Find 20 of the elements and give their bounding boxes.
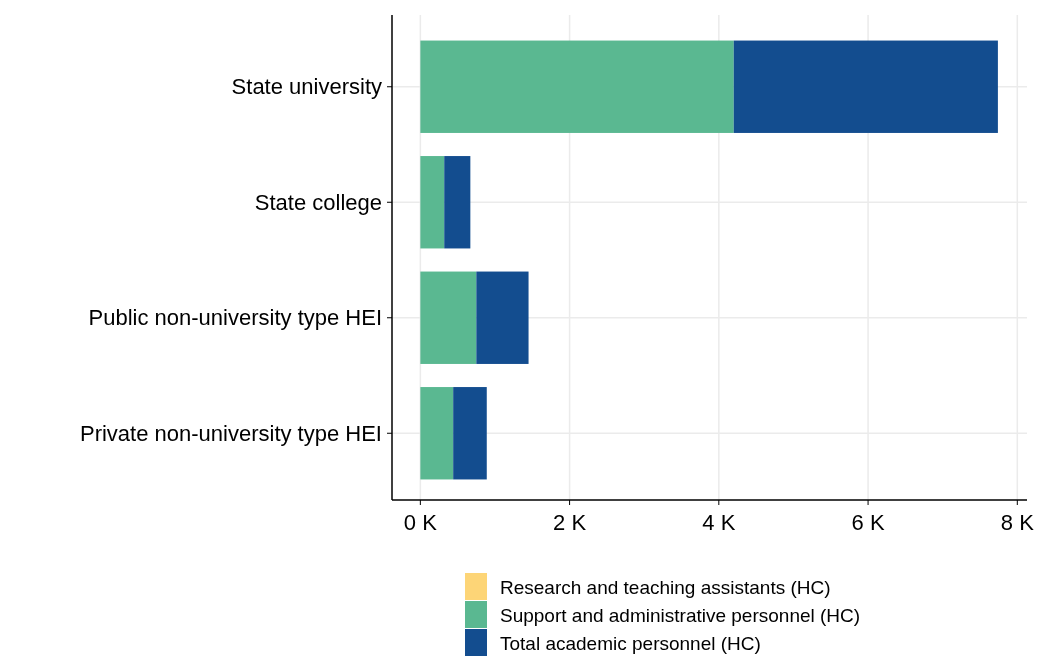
y-tick-label: State university: [231, 74, 382, 100]
y-tick-label: Private non-university type HEI: [79, 420, 382, 446]
x-tick-label: 8 K: [1000, 510, 1035, 535]
x-tick-label: 0 K: [403, 510, 438, 535]
x-tick-label: 6 K: [851, 510, 885, 535]
bar: [444, 156, 471, 249]
y-tick-label: Public non-university type HEI: [88, 305, 382, 331]
legend-label: Research and teaching assistants (HC): [500, 576, 831, 598]
bar: [420, 156, 445, 249]
bar: [476, 271, 529, 364]
x-tick-label: 2 K: [553, 510, 587, 535]
x-tick-label: 4 K: [702, 510, 736, 535]
bar: [420, 40, 734, 133]
bar: [420, 271, 477, 364]
legend-label: Total academic personnel (HC): [500, 632, 761, 654]
bar: [453, 387, 487, 480]
y-tick-label: State college: [254, 189, 382, 215]
legend-label: Support and administrative personnel (HC): [500, 604, 861, 626]
bar: [420, 387, 454, 480]
bar: [733, 40, 998, 133]
